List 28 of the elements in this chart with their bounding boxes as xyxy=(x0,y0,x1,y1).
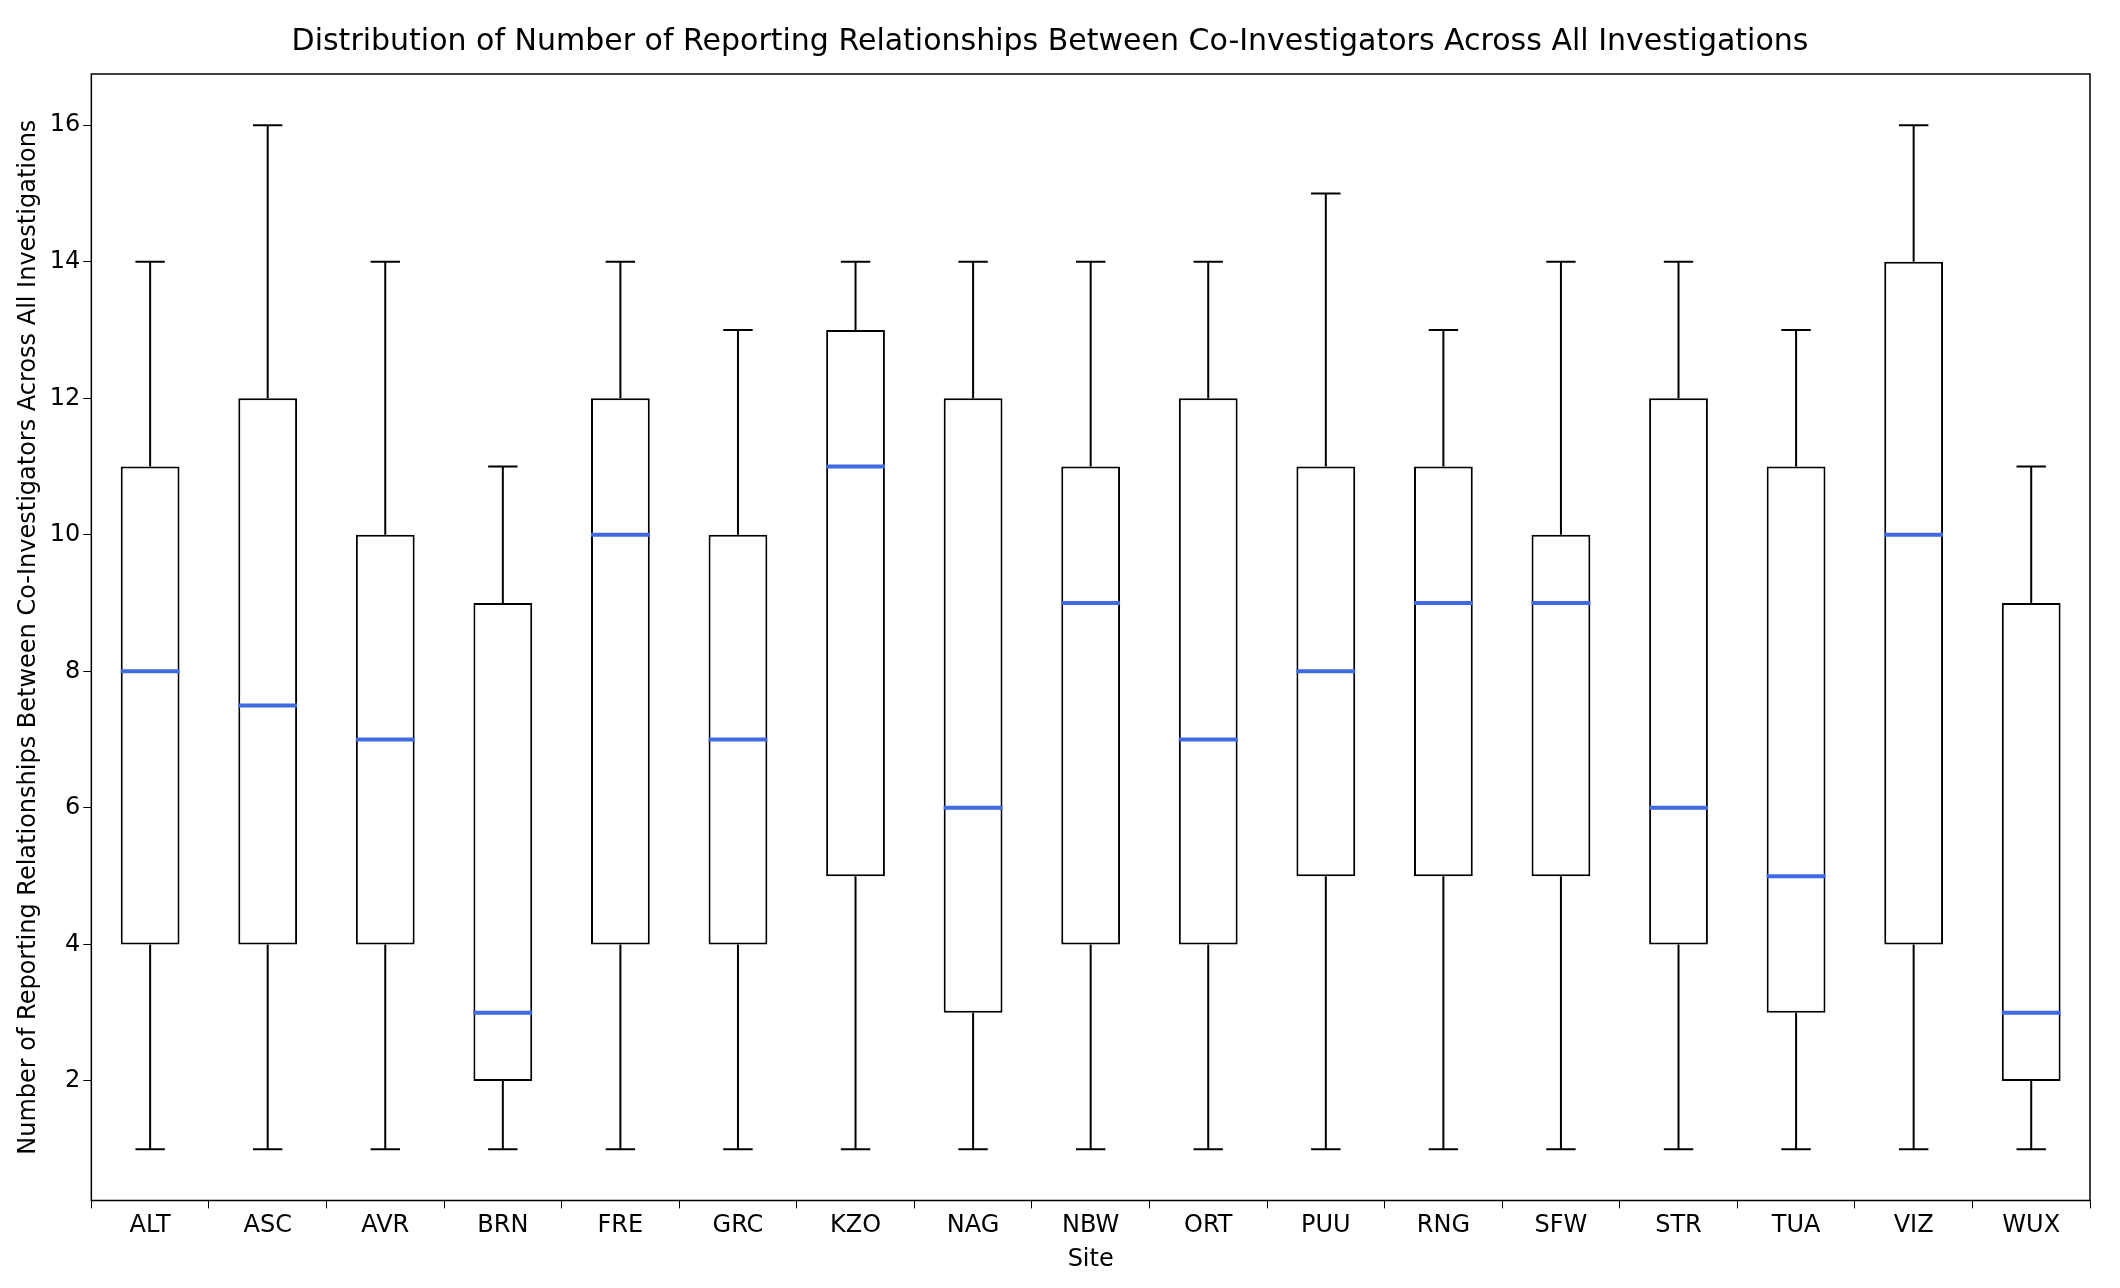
x-tick-label: AVR xyxy=(361,1210,410,1239)
y-axis-title: Number of Reporting Relationships Between Co-Investigators Across All Investigations xyxy=(12,119,41,1155)
chart-title: Distribution of Number of Reporting Relationships Between Co-Investigators Across All Investigations xyxy=(291,21,1809,57)
x-tick-label: ASC xyxy=(243,1210,292,1239)
x-tick-label: SFW xyxy=(1534,1210,1588,1239)
x-tick-label: NBW xyxy=(1062,1210,1120,1239)
y-tick-label: 14 xyxy=(49,245,81,274)
x-tick-label: STR xyxy=(1655,1210,1702,1239)
y-tick-label: 4 xyxy=(65,928,81,957)
y-tick-label: 16 xyxy=(49,109,81,138)
x-tick-label: PUU xyxy=(1301,1210,1351,1239)
y-tick-label: 8 xyxy=(65,655,81,684)
y-tick-label: 2 xyxy=(65,1065,81,1094)
x-tick-label: BRN xyxy=(477,1210,529,1239)
y-tick-label: 10 xyxy=(49,519,81,548)
x-tick-label: GRC xyxy=(712,1210,764,1239)
y-tick-label: 12 xyxy=(49,382,81,411)
x-tick-label: KZO xyxy=(829,1210,882,1239)
x-tick-label: VIZ xyxy=(1893,1210,1934,1239)
x-tick-label: TUA xyxy=(1770,1210,1821,1239)
y-tick-label: 6 xyxy=(65,792,81,821)
x-tick-label: NAG xyxy=(946,1210,1000,1239)
x-tick-label: WUX xyxy=(2002,1210,2061,1239)
x-axis-title: Site xyxy=(1067,1243,1114,1272)
x-tick-label: ALT xyxy=(129,1210,172,1239)
x-tick-label: ORT xyxy=(1184,1210,1233,1239)
x-tick-label: FRE xyxy=(597,1210,644,1239)
x-tick-label: RNG xyxy=(1416,1210,1470,1239)
